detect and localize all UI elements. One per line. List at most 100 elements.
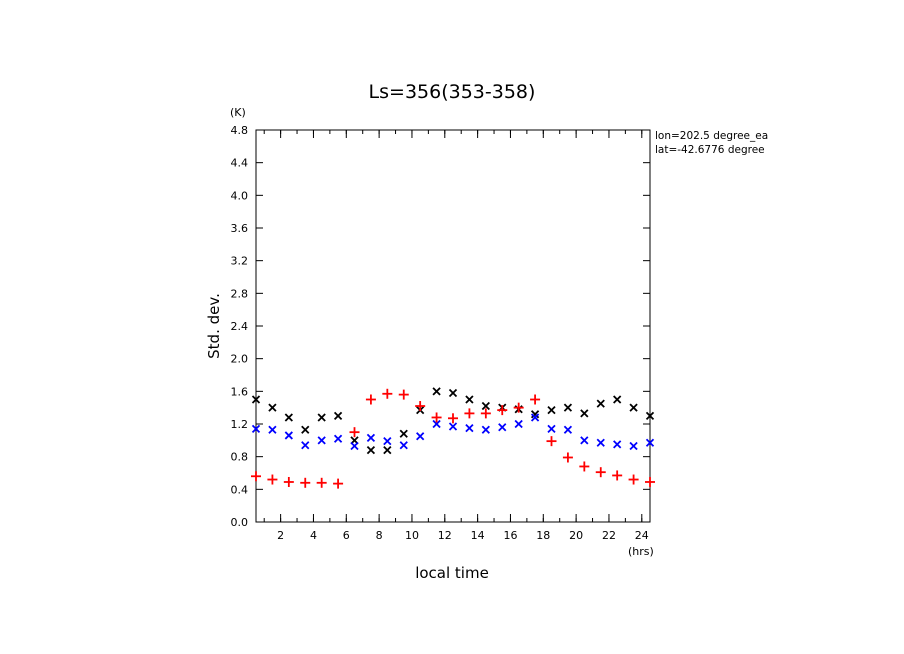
data-point <box>350 441 359 451</box>
data-point <box>448 413 458 424</box>
data-point-stroke <box>613 395 622 404</box>
x-tick-label: 24 <box>635 529 649 542</box>
data-point-stroke <box>547 424 556 434</box>
data-point-stroke <box>563 403 573 412</box>
data-point <box>580 409 589 418</box>
data-point-stroke <box>284 431 293 440</box>
data-point <box>333 411 343 420</box>
data-point-stroke <box>645 411 655 420</box>
x-tick-label: 20 <box>569 529 583 542</box>
data-point-stroke <box>432 419 441 429</box>
data-point <box>547 424 556 434</box>
data-point <box>481 401 490 411</box>
data-point-stroke <box>432 387 441 396</box>
data-point <box>251 424 261 434</box>
data-point <box>382 388 393 399</box>
y-tick-label: 3.2 <box>231 255 249 268</box>
data-point <box>645 411 655 420</box>
y-tick-label: 0.0 <box>231 516 249 529</box>
data-point <box>399 429 408 438</box>
data-point <box>284 413 293 422</box>
data-point-stroke <box>481 401 490 411</box>
y-tick-label: 1.6 <box>231 385 249 398</box>
y-tick-label: 4.0 <box>231 189 249 202</box>
y-tick-label: 0.4 <box>231 483 249 496</box>
data-point <box>398 389 409 400</box>
data-point <box>301 425 310 434</box>
data-point <box>629 403 638 412</box>
data-point <box>268 403 277 412</box>
plot-frame <box>255 129 651 523</box>
data-point-stroke <box>596 438 605 447</box>
data-point <box>530 413 540 422</box>
data-point <box>612 470 623 481</box>
data-point-stroke <box>366 433 376 443</box>
data-point <box>579 461 590 472</box>
data-point <box>448 422 458 431</box>
data-point <box>465 423 474 433</box>
data-point <box>251 471 261 482</box>
y-unit-label: (K) <box>230 106 246 119</box>
x-tick-label: 16 <box>503 529 517 542</box>
data-point-stroke <box>580 409 589 418</box>
data-point-stroke <box>629 441 638 451</box>
annotation-lat: lat=-42.6776 degree <box>655 144 765 156</box>
data-point <box>613 440 622 449</box>
x-tick-label: 8 <box>376 529 383 542</box>
data-point <box>268 425 277 434</box>
data-point-stroke <box>317 413 326 422</box>
data-point-stroke <box>530 413 540 422</box>
y-tick-label: 2.0 <box>231 353 249 366</box>
x-tick-label: 18 <box>536 529 550 542</box>
data-point <box>596 399 605 408</box>
y-tick-label: 4.8 <box>231 124 249 137</box>
data-point-stroke <box>547 405 556 415</box>
data-point-stroke <box>645 438 655 447</box>
data-point-stroke <box>284 413 293 422</box>
data-point <box>547 405 556 415</box>
x-tick-label: 14 <box>471 529 485 542</box>
data-point <box>301 441 310 450</box>
data-point-stroke <box>333 434 343 443</box>
data-point <box>317 413 326 422</box>
data-point-stroke <box>383 437 392 446</box>
data-point <box>596 438 605 447</box>
data-point <box>580 436 589 445</box>
y-tick-label: 2.8 <box>231 287 249 300</box>
x-tick-label: 6 <box>343 529 350 542</box>
data-point-stroke <box>530 410 540 419</box>
data-point-stroke <box>268 403 277 412</box>
data-point <box>333 434 343 443</box>
y-tick-label: 1.2 <box>231 418 249 431</box>
data-point <box>595 467 606 478</box>
data-point <box>415 401 426 412</box>
data-point-stroke <box>465 395 474 404</box>
chart-title: Ls=356(353-358) <box>369 81 536 103</box>
y-tick-label: 3.6 <box>231 222 249 235</box>
data-point <box>349 427 360 438</box>
data-point <box>399 441 408 450</box>
data-point <box>383 437 392 446</box>
data-point <box>366 433 376 443</box>
data-point-stroke <box>350 441 359 451</box>
x-axis-label: local time <box>415 564 489 582</box>
data-point <box>316 477 327 488</box>
data-point <box>514 419 523 429</box>
data-point <box>497 405 508 416</box>
data-point <box>530 410 540 419</box>
data-point-stroke <box>301 441 310 450</box>
data-point-stroke <box>399 441 408 450</box>
data-point <box>645 438 655 447</box>
data-points <box>251 387 655 489</box>
data-point <box>513 402 524 413</box>
y-tick-label: 4.4 <box>231 157 249 170</box>
x-unit-label: (hrs) <box>628 545 654 558</box>
data-point <box>563 403 573 412</box>
y-tick-label: 2.4 <box>231 320 249 333</box>
data-point <box>530 394 541 405</box>
data-point <box>300 477 311 488</box>
data-point <box>629 441 638 451</box>
data-point <box>317 436 326 445</box>
x-tick-label: 2 <box>277 529 284 542</box>
